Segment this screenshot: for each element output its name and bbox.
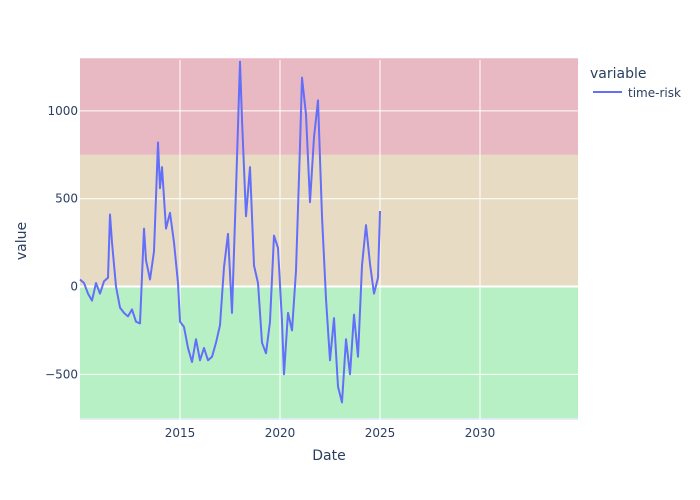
grid	[80, 60, 578, 420]
y-axis-title: value	[14, 222, 30, 260]
risk-band-0	[80, 58, 578, 155]
y-axis-ticks: −500 0 500 1000	[45, 104, 78, 381]
y-tick-label: 1000	[47, 104, 78, 118]
series-layer	[79, 60, 381, 404]
y-tick-label: 0	[70, 280, 78, 294]
x-tick-label: 2015	[165, 426, 196, 440]
x-tick-label: 2020	[265, 426, 296, 440]
x-axis-title: Date	[312, 448, 345, 464]
x-axis-ticks: 2015 2020 2025 2030	[165, 426, 496, 440]
x-tick-label: 2030	[465, 426, 496, 440]
x-tick-label: 2025	[365, 426, 396, 440]
y-tick-label: −500	[45, 367, 78, 381]
legend[interactable]: variable time-risk	[590, 66, 681, 100]
legend-title: variable	[590, 66, 646, 82]
risk-bands	[80, 58, 578, 420]
series-line-time-risk	[79, 60, 381, 404]
y-tick-label: 500	[55, 192, 78, 206]
legend-item-time-risk[interactable]: time-risk	[628, 86, 681, 100]
